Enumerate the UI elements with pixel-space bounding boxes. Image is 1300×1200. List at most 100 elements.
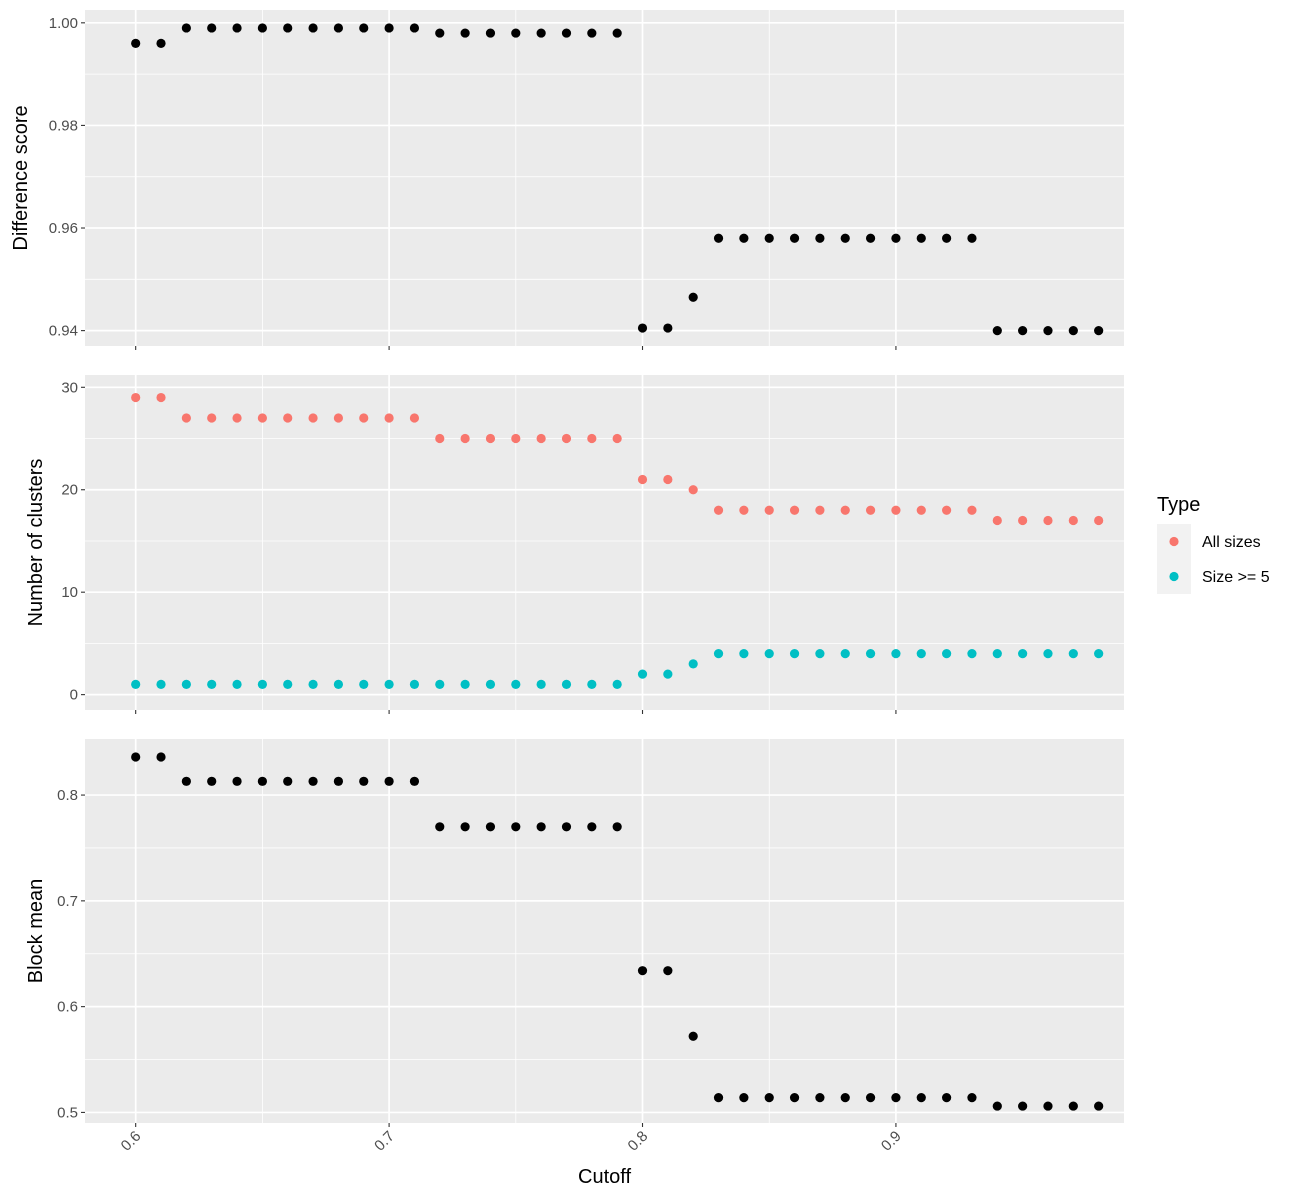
data-point-panel2-series1 (308, 413, 318, 423)
data-point-panel2-series1 (435, 433, 445, 444)
data-point-panel3-series1 (688, 1031, 698, 1041)
data-point-panel2-series1 (612, 433, 622, 444)
data-point-panel3-series1 (283, 776, 293, 786)
data-point-panel1-series1 (967, 233, 977, 243)
data-point-panel2-series1 (181, 413, 191, 423)
data-point-panel2-series1 (764, 505, 774, 515)
data-point-panel2-series2 (460, 679, 470, 689)
data-point-panel2-series1 (359, 413, 369, 423)
data-point-panel2-series2 (561, 679, 572, 689)
data-point-panel2-series1 (865, 505, 876, 515)
data-point-panel1-series1 (663, 323, 673, 333)
data-point-panel2-series1 (663, 474, 673, 485)
data-point-panel3-series1 (967, 1093, 977, 1103)
legend-key-point (1169, 571, 1179, 582)
data-point-panel2-series1 (232, 413, 242, 423)
data-point-panel2-series2 (333, 679, 344, 689)
data-point-panel1-series1 (283, 23, 293, 33)
data-point-panel1-series1 (257, 23, 267, 33)
data-point-panel3-series1 (637, 966, 648, 976)
y-tick-label: 0 (70, 687, 78, 704)
data-point-panel1-series1 (1018, 326, 1028, 336)
data-point-panel2-series1 (485, 433, 496, 444)
data-point-panel3-series1 (409, 776, 420, 786)
data-point-panel2-series2 (435, 679, 445, 689)
data-point-panel2-series1 (409, 413, 420, 423)
data-point-panel3-series1 (435, 822, 445, 832)
data-point-panel3-series1 (587, 822, 597, 832)
data-point-panel2-series1 (587, 433, 597, 444)
data-point-panel2-series2 (916, 649, 926, 659)
data-point-panel2-series2 (663, 669, 673, 679)
y-tick-label: 0.98 (49, 117, 78, 134)
data-point-panel3-series1 (840, 1093, 850, 1103)
data-point-panel2-series2 (1094, 649, 1104, 659)
legend-key-point (1169, 536, 1179, 547)
data-point-panel3-series1 (942, 1093, 952, 1103)
data-point-panel1-series1 (511, 28, 521, 38)
y-axis-title: Difference score (10, 105, 32, 250)
y-tick-label: 0.94 (49, 323, 78, 340)
data-point-panel1-series1 (435, 28, 445, 38)
data-point-panel3-series1 (739, 1093, 749, 1103)
data-point-panel1-series1 (916, 233, 926, 243)
data-point-panel2-series2 (612, 679, 622, 689)
data-point-panel3-series1 (612, 822, 622, 832)
data-point-panel2-series1 (739, 505, 749, 515)
data-point-panel2-series2 (789, 649, 800, 659)
data-point-panel3-series1 (460, 822, 470, 832)
data-point-panel2-series1 (207, 413, 217, 423)
panel-background-1 (85, 10, 1124, 346)
data-point-panel2-series1 (1094, 515, 1104, 526)
y-tick-label: 30 (61, 379, 78, 396)
data-point-panel1-series1 (688, 292, 698, 302)
data-point-panel2-series1 (536, 433, 546, 444)
data-point-panel3-series1 (359, 776, 369, 786)
legend-title: Type (1157, 494, 1200, 516)
data-point-panel2-series1 (713, 505, 724, 515)
data-point-panel2-series1 (460, 433, 470, 444)
data-point-panel2-series1 (992, 515, 1002, 526)
data-point-panel3-series1 (1018, 1101, 1028, 1111)
data-point-panel2-series2 (536, 679, 546, 689)
data-point-panel2-series1 (561, 433, 572, 444)
data-point-panel2-series2 (637, 669, 648, 679)
data-point-panel3-series1 (865, 1093, 876, 1103)
data-point-panel2-series2 (992, 649, 1002, 659)
data-point-panel2-series2 (891, 649, 901, 659)
y-tick-label: 10 (61, 584, 78, 601)
y-tick-label: 0.96 (49, 220, 78, 237)
data-point-panel3-series1 (207, 776, 217, 786)
y-tick-label: 0.7 (57, 893, 78, 910)
data-point-panel2-series1 (257, 413, 267, 423)
data-point-panel3-series1 (485, 822, 496, 832)
data-point-panel1-series1 (992, 326, 1002, 336)
data-point-panel1-series1 (485, 28, 496, 38)
panel-background-3 (85, 739, 1124, 1123)
data-point-panel1-series1 (308, 23, 318, 33)
legend-label: All sizes (1202, 534, 1261, 551)
data-point-panel3-series1 (713, 1093, 724, 1103)
x-tick-label: 0.9 (878, 1128, 905, 1155)
data-point-panel2-series1 (511, 433, 521, 444)
data-point-panel1-series1 (333, 23, 344, 33)
data-point-panel1-series1 (359, 23, 369, 33)
data-point-panel2-series1 (333, 413, 344, 423)
data-point-panel2-series1 (688, 485, 698, 495)
data-point-panel2-series1 (1043, 515, 1053, 526)
data-point-panel1-series1 (764, 233, 774, 243)
data-point-panel2-series1 (1018, 515, 1028, 526)
data-point-panel2-series2 (257, 679, 267, 689)
panel-background-2 (85, 375, 1124, 710)
data-point-panel2-series2 (764, 649, 774, 659)
data-point-panel2-series1 (1068, 515, 1078, 526)
data-point-panel3-series1 (1094, 1101, 1104, 1111)
data-point-panel3-series1 (1043, 1101, 1053, 1111)
data-point-panel2-series2 (587, 679, 597, 689)
x-tick-label: 0.8 (625, 1128, 652, 1155)
data-point-panel3-series1 (891, 1093, 901, 1103)
data-point-panel1-series1 (637, 323, 648, 333)
data-point-panel2-series2 (308, 679, 318, 689)
y-axis-title: Number of clusters (25, 459, 47, 627)
data-point-panel1-series1 (409, 23, 420, 33)
